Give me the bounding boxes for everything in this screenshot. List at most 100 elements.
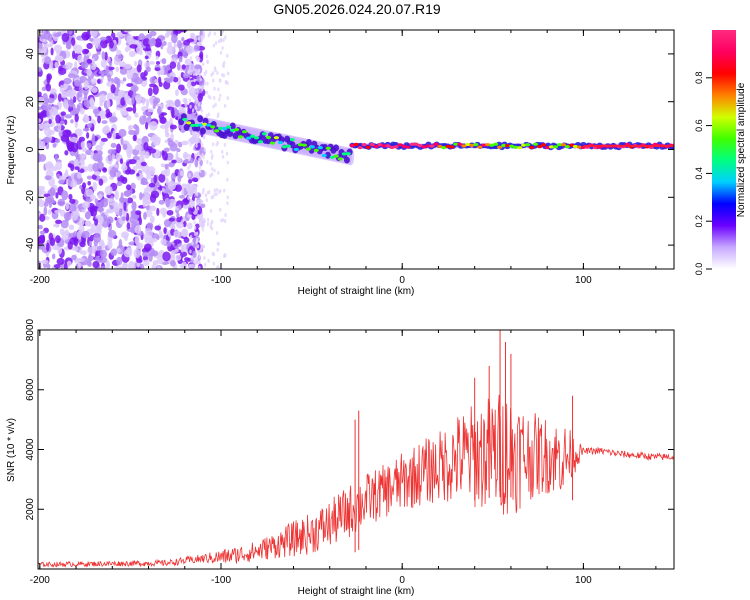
noise-blob — [182, 229, 188, 238]
noise-blob — [107, 73, 112, 82]
noise-blob — [188, 178, 193, 184]
track-peak — [481, 143, 487, 147]
noise-blob — [187, 109, 193, 115]
noise-blob — [166, 45, 175, 55]
noise-blob-faint — [220, 218, 223, 223]
bottom-y-axis-label: SNR (10 * v/v) — [6, 418, 17, 482]
noise-blob — [185, 64, 191, 70]
bottom-x-tick-label: 0 — [399, 575, 405, 586]
noise-blob — [158, 76, 162, 84]
noise-blob — [86, 132, 90, 139]
noise-blob — [38, 106, 43, 111]
noise-blob — [86, 58, 93, 64]
noise-blob-faint — [215, 187, 219, 192]
noise-blob — [38, 118, 42, 123]
colorbar-tick-label: 0.6 — [694, 119, 704, 132]
noise-blob-faint — [194, 105, 197, 110]
noise-blob — [65, 138, 70, 145]
noise-blob-faint — [214, 40, 218, 45]
noise-blob — [114, 265, 123, 269]
noise-blob — [151, 263, 156, 269]
noise-blob — [134, 144, 143, 151]
noise-blob — [84, 49, 90, 54]
noise-blob — [169, 124, 177, 130]
noise-blob — [68, 193, 73, 200]
noise-blob — [178, 55, 183, 63]
top-y-tick-label: 20 — [25, 96, 36, 108]
track-peak — [237, 135, 244, 139]
noise-blob — [157, 106, 162, 115]
noise-blob-faint — [217, 87, 220, 92]
noise-blob — [57, 198, 66, 207]
noise-blob-faint — [187, 70, 190, 75]
track-peak — [289, 138, 295, 142]
noise-blob — [82, 115, 90, 123]
noise-blob-faint — [215, 192, 218, 197]
noise-blob-faint — [206, 81, 209, 86]
noise-blob — [141, 251, 150, 257]
noise-blob — [55, 219, 62, 225]
noise-blob — [123, 201, 127, 212]
track-core — [197, 115, 204, 123]
track-peak — [524, 143, 531, 147]
noise-blob-faint — [223, 253, 226, 258]
bottom-x-tick-label: 100 — [575, 575, 592, 586]
noise-blob — [150, 177, 154, 185]
noise-blob — [102, 167, 108, 173]
track-peak — [305, 147, 311, 151]
noise-blob — [60, 219, 69, 229]
noise-blob — [149, 83, 157, 88]
noise-blob-faint — [196, 201, 199, 206]
noise-blob-faint — [189, 249, 192, 254]
noise-blob — [98, 206, 104, 213]
noise-blob-faint — [203, 147, 207, 152]
noise-blob — [47, 209, 52, 215]
noise-blob — [43, 201, 49, 207]
noise-blob — [83, 80, 90, 90]
noise-blob — [129, 215, 138, 224]
noise-blob — [63, 212, 72, 221]
noise-blob — [59, 84, 64, 93]
noise-blob-faint — [206, 160, 209, 165]
noise-blob — [169, 76, 175, 81]
noise-blob — [65, 62, 73, 70]
noise-blob-faint — [212, 104, 215, 109]
noise-blob-faint — [215, 231, 219, 236]
noise-blob — [140, 181, 149, 186]
noise-blob-faint — [221, 46, 224, 51]
colorbar-label: Normalized spectral amplitude — [736, 82, 747, 217]
noise-blob — [132, 104, 137, 114]
noise-blob — [85, 188, 94, 198]
noise-blob — [81, 31, 90, 41]
noise-blob — [106, 208, 112, 214]
noise-blob — [46, 110, 50, 117]
noise-blob — [67, 175, 72, 186]
noise-blob-faint — [211, 142, 215, 147]
track-peak — [564, 145, 571, 149]
track-peak — [441, 146, 447, 150]
noise-blob — [76, 104, 81, 111]
noise-blob — [122, 77, 127, 82]
noise-blob — [161, 187, 165, 193]
noise-blob — [100, 265, 106, 269]
noise-blob — [69, 236, 78, 245]
noise-blob — [119, 68, 128, 75]
noise-blob — [121, 216, 126, 222]
noise-blob — [177, 39, 182, 49]
track-peak — [257, 140, 264, 144]
colorbar-tick-label: 0.2 — [694, 215, 704, 228]
noise-blob — [192, 259, 201, 265]
noise-blob — [143, 259, 150, 267]
noise-blob-faint — [188, 173, 191, 178]
noise-blob — [132, 86, 137, 97]
noise-blob — [56, 257, 65, 266]
track-peak — [544, 145, 551, 150]
noise-blob — [177, 84, 185, 91]
noise-blob-faint — [222, 64, 225, 69]
noise-blob — [135, 159, 143, 170]
noise-blob — [164, 167, 171, 177]
noise-blob — [54, 153, 58, 162]
noise-blob — [126, 70, 134, 80]
noise-blob — [92, 57, 96, 67]
track-peak — [540, 143, 547, 147]
